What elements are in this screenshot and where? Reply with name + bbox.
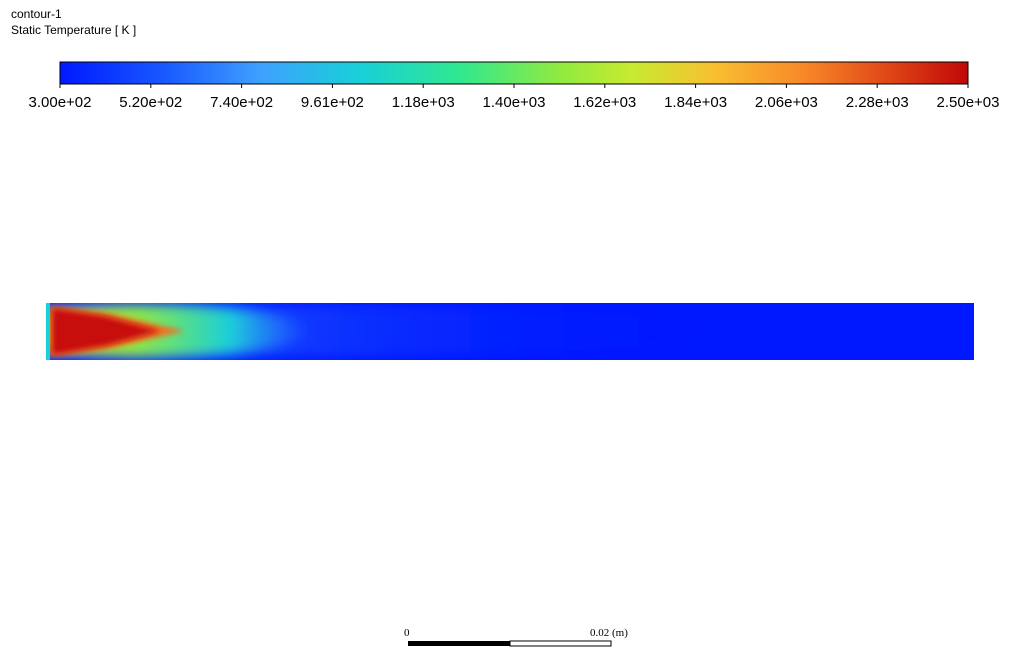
tick-label: 2.06e+03	[755, 94, 818, 111]
tick-label: 2.28e+03	[846, 94, 909, 111]
tick-label: 1.18e+03	[392, 94, 455, 111]
scale-bar: 0 0.02 (m)	[404, 627, 628, 647]
tick-label: 2.50e+03	[937, 94, 1000, 111]
tick-label: 1.62e+03	[573, 94, 636, 111]
subtitle: Static Temperature [ K ]	[11, 23, 136, 37]
colorbar-ticks: 3.00e+02 5.20e+02 7.40e+02 9.61e+02 1.18e+03…	[29, 84, 1000, 111]
tick-label: 1.40e+03	[483, 94, 546, 111]
tick-label: 1.84e+03	[664, 94, 727, 111]
tick-label: 5.20e+02	[119, 94, 182, 111]
contour	[46, 303, 974, 360]
tick-label: 9.61e+02	[301, 94, 364, 111]
scale-end: 0.02 (m)	[590, 627, 628, 639]
tick-label: 3.00e+02	[29, 94, 92, 111]
scale-start: 0	[404, 627, 410, 639]
tick-label: 7.40e+02	[210, 94, 273, 111]
colorbar	[59, 61, 969, 85]
title: contour-1	[11, 7, 62, 21]
